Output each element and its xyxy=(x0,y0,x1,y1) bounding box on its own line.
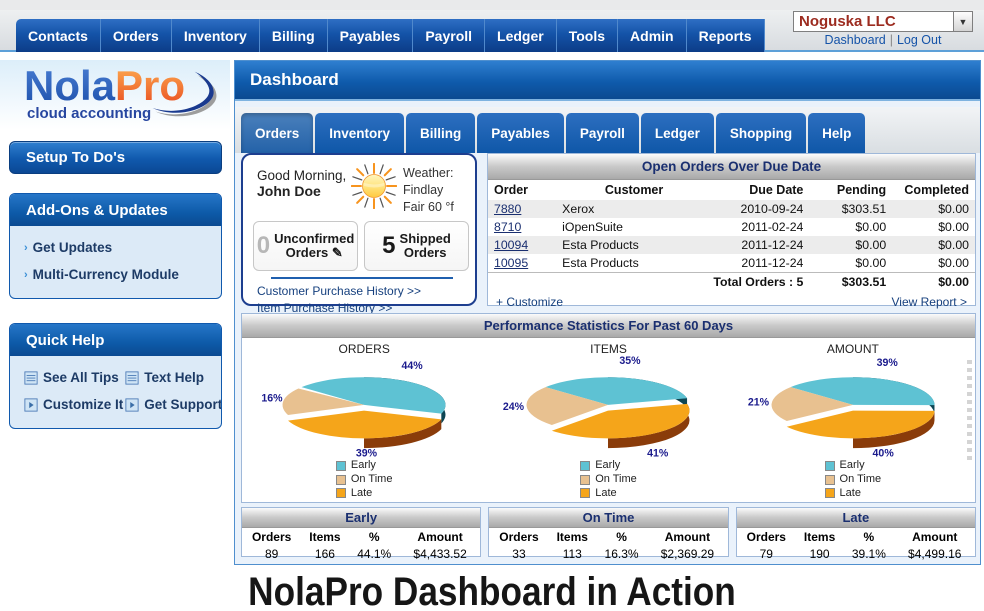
svg-text:21%: 21% xyxy=(748,397,770,409)
svg-text:44%: 44% xyxy=(402,360,424,372)
svg-text:24%: 24% xyxy=(503,401,525,413)
svg-text:40%: 40% xyxy=(872,447,894,459)
svg-text:cloud accounting: cloud accounting xyxy=(27,105,151,122)
svg-text:35%: 35% xyxy=(620,356,642,367)
svg-text:NolaPro: NolaPro xyxy=(24,62,185,109)
svg-text:39%: 39% xyxy=(876,357,898,369)
svg-text:16%: 16% xyxy=(261,393,283,405)
svg-text:39%: 39% xyxy=(356,447,378,459)
svg-text:41%: 41% xyxy=(648,447,670,459)
